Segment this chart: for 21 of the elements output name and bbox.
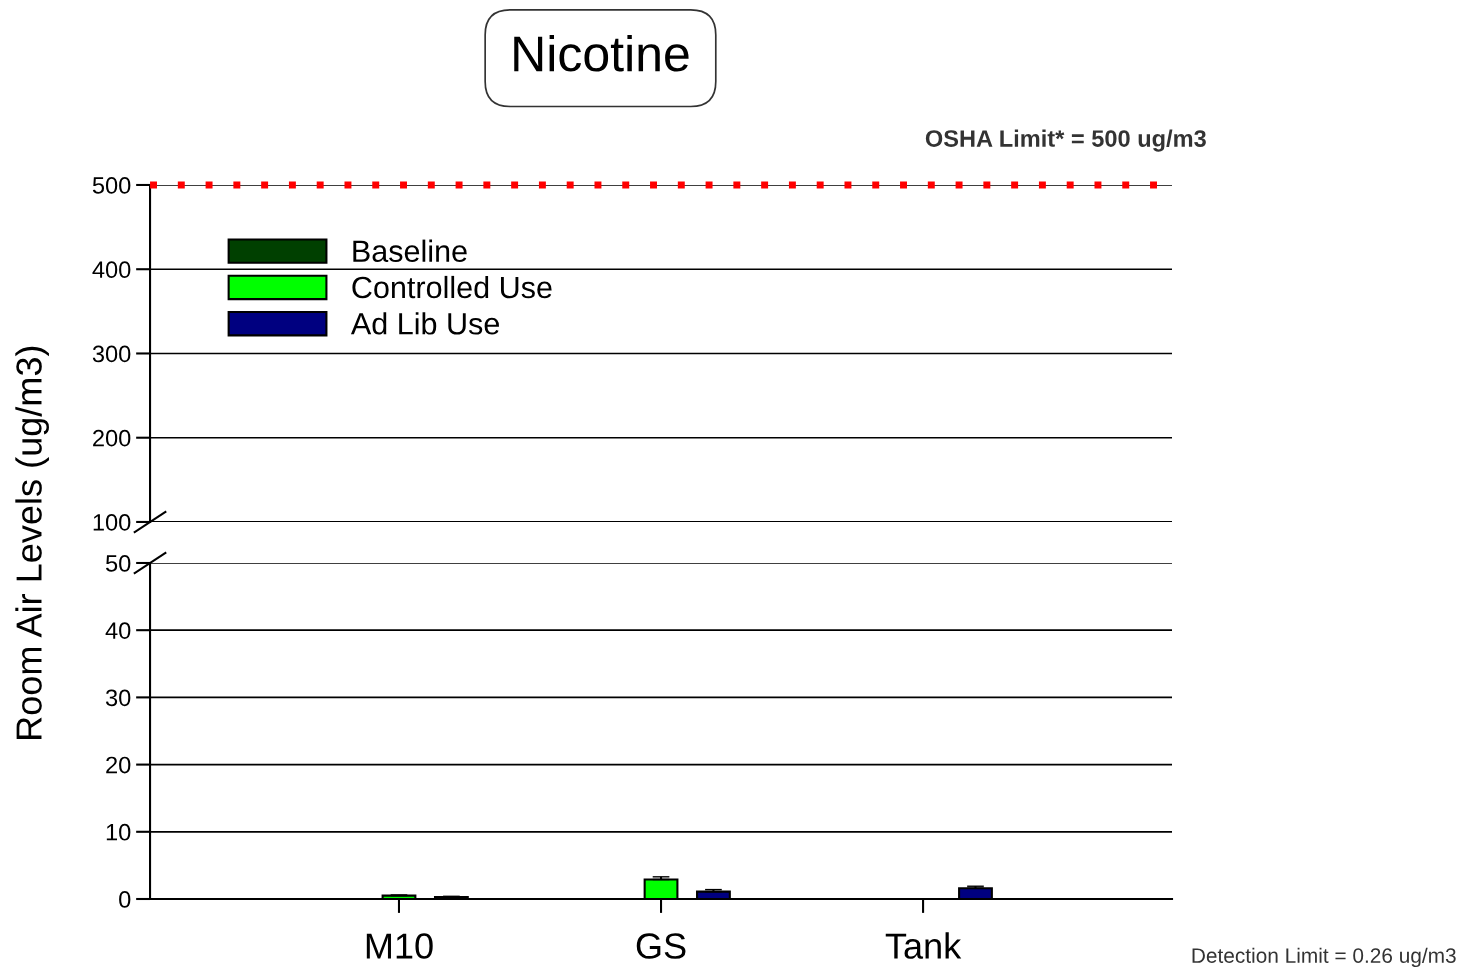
y-tick-label: 400 (92, 261, 131, 279)
legend-label: Ad Lib Use (350, 312, 499, 335)
y-tick-label: 200 (93, 429, 131, 447)
chart-title: Nicotine (514, 34, 689, 72)
text: Detection Limit = 0.26 ug/m3 (1192, 947, 1456, 968)
x-tick-label: Tank (885, 932, 962, 959)
y-axis-title: Room Air Levels (ug/m3) (15, 346, 49, 739)
legend-label: Controlled Use (352, 275, 552, 299)
ref-line-label: OSHA Limit* = 500 ug/m3 (925, 129, 1206, 152)
y-tick-label: 50 (105, 555, 131, 572)
y-tick-label: 30 (105, 689, 131, 707)
y-tick-label: 300 (92, 345, 131, 363)
y-tick-label: 100 (93, 514, 131, 531)
y-tick-label: 40 (105, 622, 131, 639)
y-tick-label: 0 (119, 891, 131, 908)
legend-label: Baseline (353, 239, 467, 263)
x-tick-label: GS (636, 933, 686, 959)
x-tick-label: M10 (366, 933, 433, 959)
y-tick-label: 20 (106, 756, 131, 774)
y-tick-label: 10 (106, 823, 131, 841)
y-tick-label: 500 (92, 177, 131, 194)
